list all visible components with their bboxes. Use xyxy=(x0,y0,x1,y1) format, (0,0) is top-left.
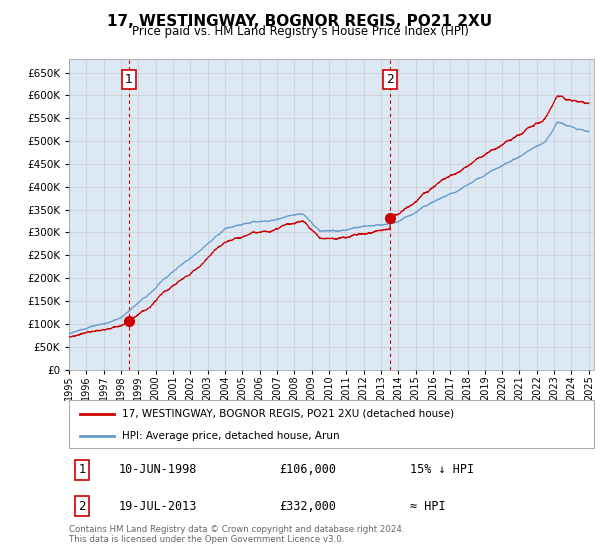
Text: 1: 1 xyxy=(125,73,133,86)
Text: £332,000: £332,000 xyxy=(279,500,336,512)
Text: HPI: Average price, detached house, Arun: HPI: Average price, detached house, Arun xyxy=(121,431,339,441)
Text: 1: 1 xyxy=(79,463,86,476)
Text: 10-JUN-1998: 10-JUN-1998 xyxy=(119,463,197,476)
Text: 19-JUL-2013: 19-JUL-2013 xyxy=(119,500,197,512)
Text: ≈ HPI: ≈ HPI xyxy=(410,500,446,512)
Text: Price paid vs. HM Land Registry's House Price Index (HPI): Price paid vs. HM Land Registry's House … xyxy=(131,25,469,38)
Text: This data is licensed under the Open Government Licence v3.0.: This data is licensed under the Open Gov… xyxy=(69,535,344,544)
Text: £106,000: £106,000 xyxy=(279,463,336,476)
Text: 2: 2 xyxy=(79,500,86,512)
FancyBboxPatch shape xyxy=(69,400,594,448)
Text: 17, WESTINGWAY, BOGNOR REGIS, PO21 2XU: 17, WESTINGWAY, BOGNOR REGIS, PO21 2XU xyxy=(107,14,493,29)
Text: Contains HM Land Registry data © Crown copyright and database right 2024.: Contains HM Land Registry data © Crown c… xyxy=(69,525,404,534)
Text: 17, WESTINGWAY, BOGNOR REGIS, PO21 2XU (detached house): 17, WESTINGWAY, BOGNOR REGIS, PO21 2XU (… xyxy=(121,409,454,419)
Text: 15% ↓ HPI: 15% ↓ HPI xyxy=(410,463,475,476)
Text: 2: 2 xyxy=(386,73,394,86)
